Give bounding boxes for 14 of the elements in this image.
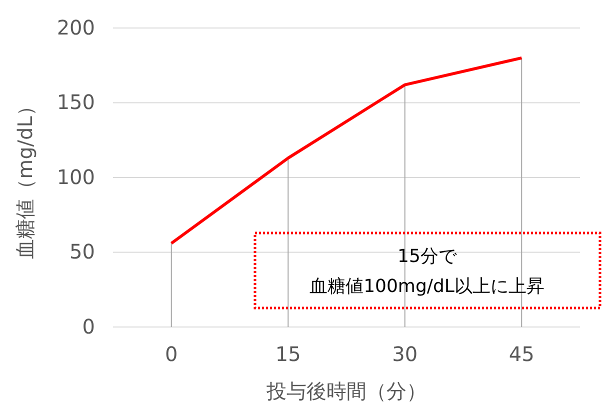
x-tick-label: 15: [275, 342, 301, 366]
x-tick-label: 45: [508, 342, 534, 366]
annotation: 15分で: [398, 246, 458, 267]
y-axis-title: 血糖値（mg/dL）: [13, 96, 37, 259]
x-axis-title: 投与後時間（分）: [266, 379, 426, 403]
y-tick-label: 50: [70, 240, 95, 264]
y-tick-label: 0: [82, 314, 95, 338]
y-tick-label: 200: [56, 15, 95, 40]
line-series: [170, 56, 524, 245]
y-tick-label: 100: [56, 164, 95, 189]
annotation: 血糖値100mg/dL以上に上昇: [310, 276, 544, 297]
x-tick-label: 30: [392, 342, 418, 366]
y-tick-label: 150: [56, 90, 95, 114]
x-tick-label: 0: [165, 342, 178, 366]
